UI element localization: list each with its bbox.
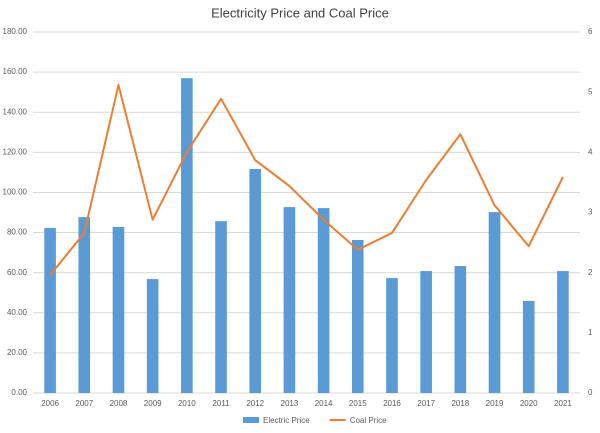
y-tick-label: 120.00 xyxy=(3,147,28,156)
x-tick-label: 2018 xyxy=(451,399,469,408)
x-tick-label: 2012 xyxy=(246,399,264,408)
legend-label: Electric Price xyxy=(263,416,310,425)
y2-tick-label: 1 xyxy=(588,328,593,337)
bar xyxy=(78,217,91,393)
y2-tick-label: 0 xyxy=(588,388,593,397)
bar xyxy=(249,168,262,393)
bar xyxy=(146,279,159,393)
chart-title: Electricity Price and Coal Price xyxy=(211,5,389,20)
y-tick-label: 180.00 xyxy=(3,27,28,36)
x-tick-label: 2008 xyxy=(110,399,128,408)
x-tick-label: 2014 xyxy=(315,399,333,408)
bar xyxy=(181,78,193,393)
x-tick-label: 2016 xyxy=(383,399,401,408)
y2-tick-label: 6 xyxy=(588,27,593,36)
bar xyxy=(317,208,330,393)
y-tick-label: 40.00 xyxy=(7,308,28,317)
x-tick-label: 2020 xyxy=(520,399,538,408)
x-tick-label: 2011 xyxy=(212,399,230,408)
y-tick-label: 60.00 xyxy=(7,268,28,277)
x-tick-label: 2015 xyxy=(349,399,367,408)
x-tick-label: 2013 xyxy=(281,399,299,408)
y-tick-label: 100.00 xyxy=(3,188,28,197)
bar xyxy=(283,207,296,393)
x-tick-label: 2019 xyxy=(486,399,504,408)
y-tick-label: 0.00 xyxy=(11,388,27,397)
y2-tick-label: 5 xyxy=(588,87,593,96)
x-tick-label: 2007 xyxy=(75,399,93,408)
x-tick-label: 2009 xyxy=(144,399,162,408)
x-tick-label: 2006 xyxy=(41,399,59,408)
bar xyxy=(351,239,364,393)
y-tick-label: 20.00 xyxy=(7,348,28,357)
y-tick-label: 160.00 xyxy=(3,67,28,76)
x-tick-label: 2017 xyxy=(417,399,435,408)
x-tick-label: 2010 xyxy=(178,399,196,408)
y2-tick-label: 2 xyxy=(588,268,593,277)
bar xyxy=(215,221,227,393)
y2-tick-label: 3 xyxy=(588,208,593,217)
line xyxy=(49,83,564,276)
bar xyxy=(386,278,398,393)
x-tick-label: 2021 xyxy=(554,399,572,408)
bar xyxy=(454,266,467,393)
bar xyxy=(488,212,501,393)
legend-label: Coal Price xyxy=(350,416,387,425)
bar xyxy=(44,227,56,393)
y-tick-label: 80.00 xyxy=(7,228,28,237)
y2-tick-label: 4 xyxy=(588,147,593,156)
bar xyxy=(522,300,535,393)
y-tick-label: 140.00 xyxy=(3,107,28,116)
bar xyxy=(420,271,432,393)
legend-swatch xyxy=(243,417,259,423)
bar xyxy=(557,271,569,393)
bar xyxy=(112,226,125,393)
